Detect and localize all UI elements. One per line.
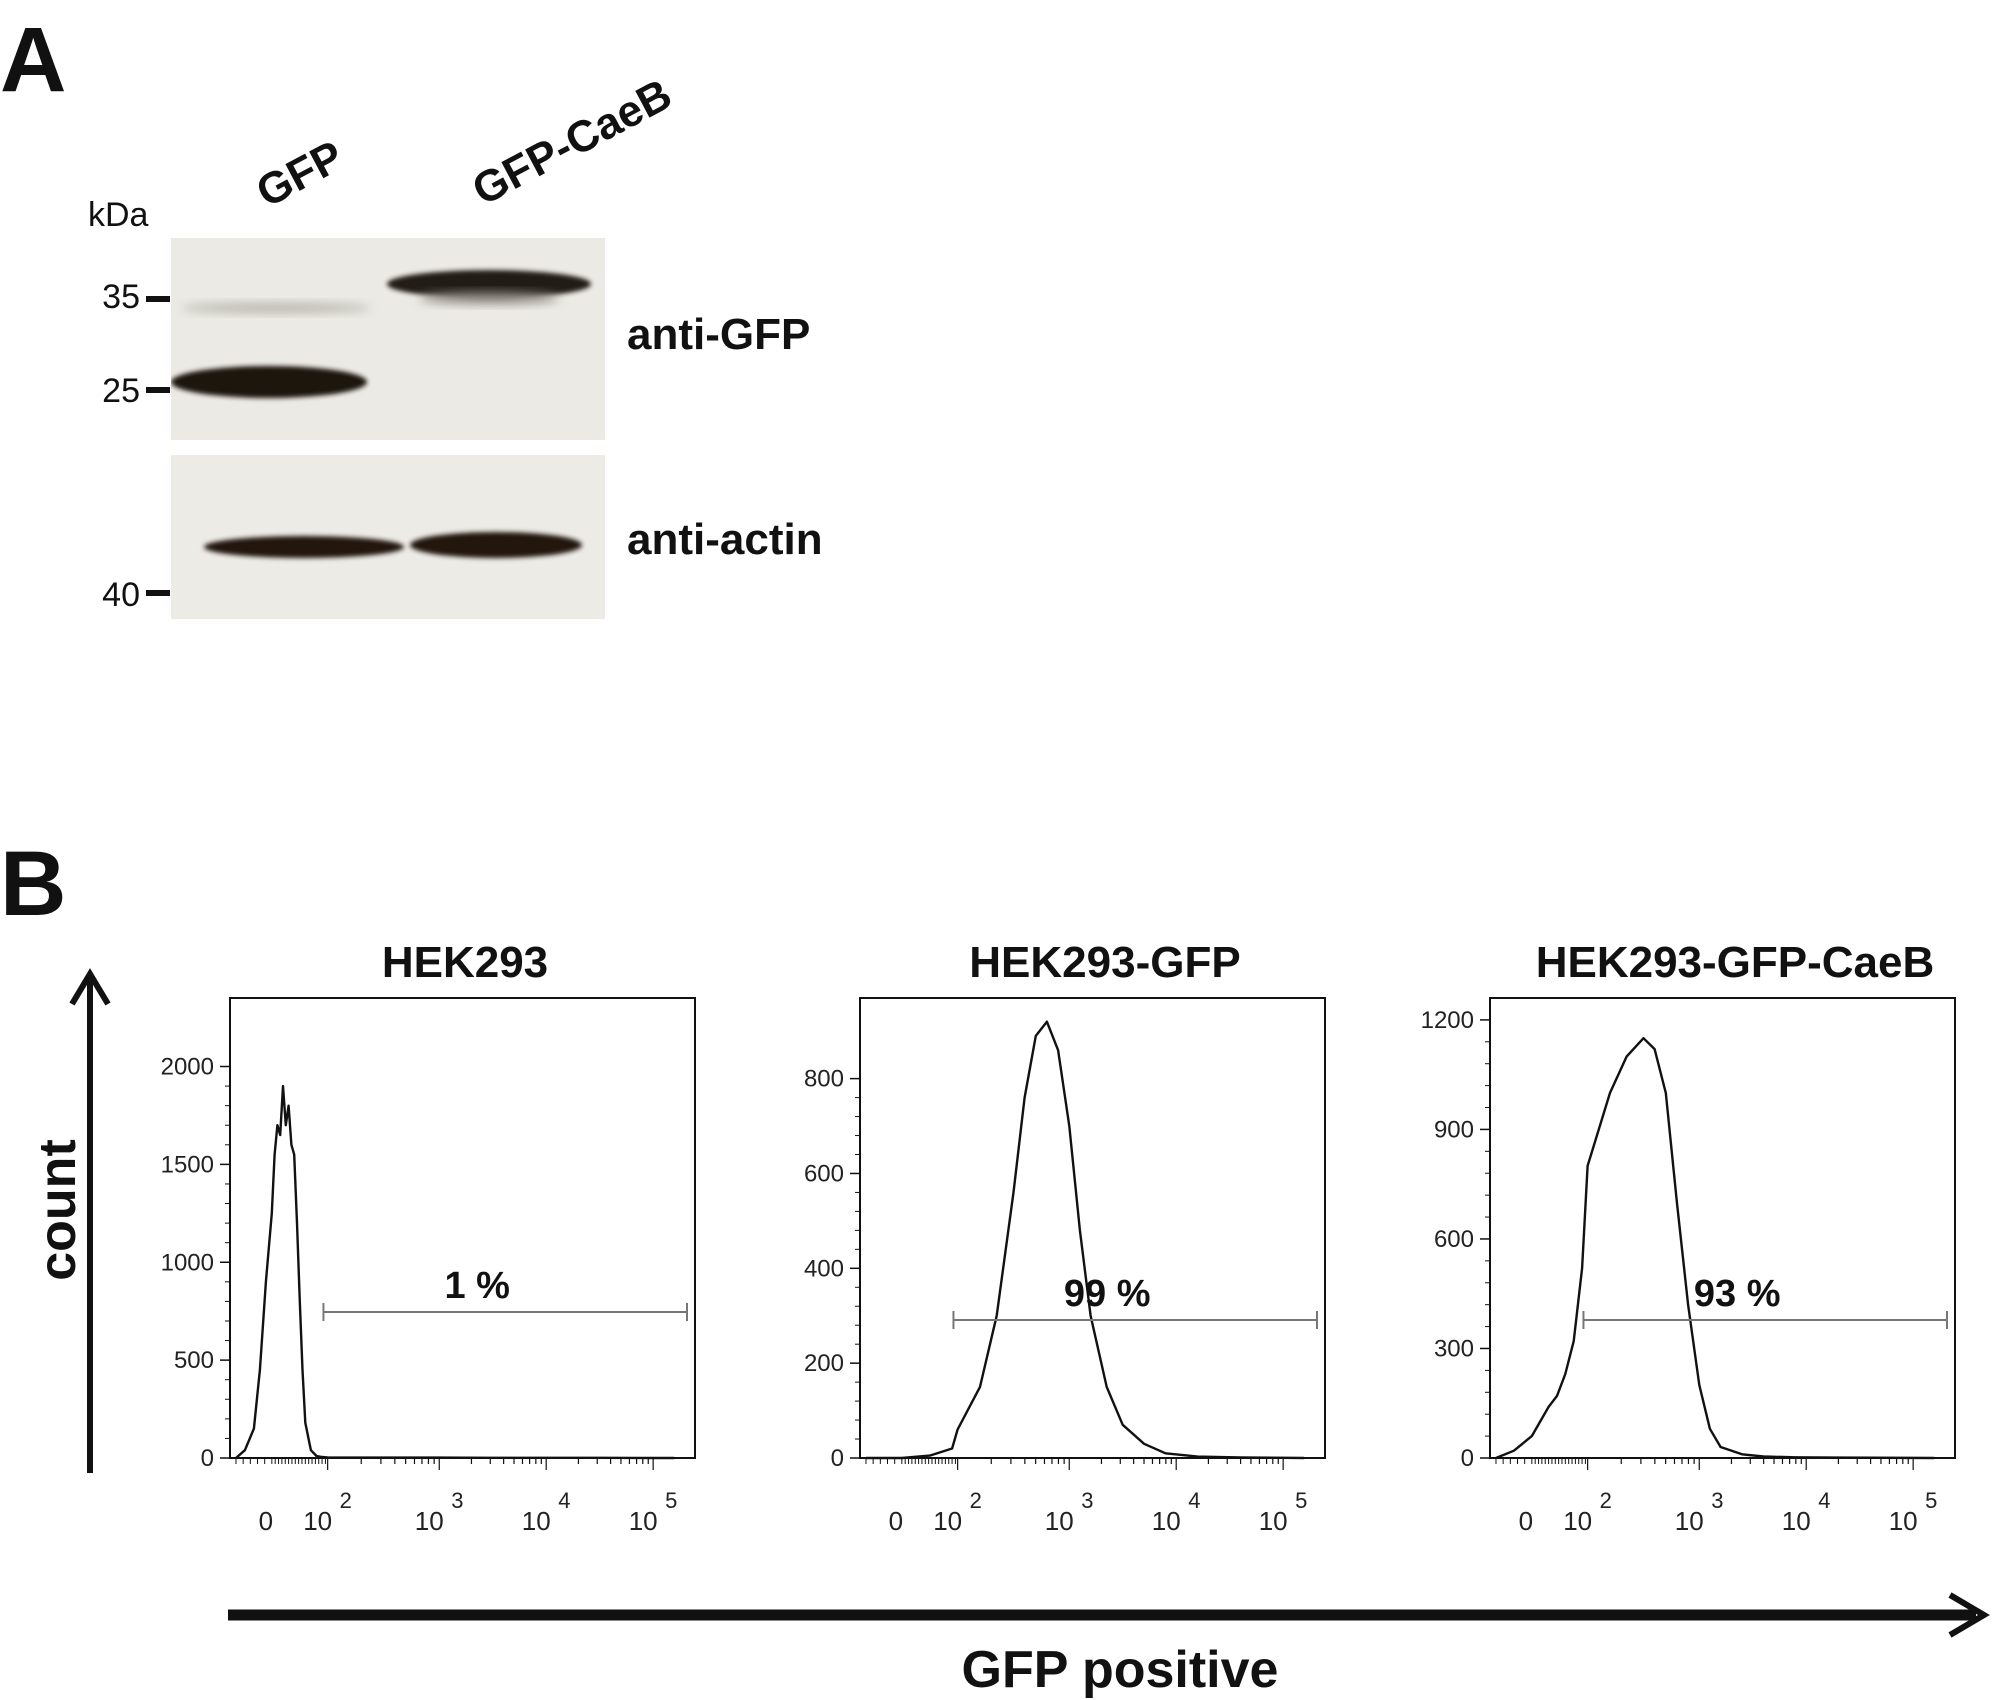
x-tick-label: 10: [1889, 1506, 1918, 1536]
y-tick-label: 1200: [1421, 1007, 1474, 1034]
x-tick-label: 10: [1045, 1506, 1074, 1536]
kda-unit-label: kDa: [88, 196, 149, 234]
x-tick-label: 10: [629, 1506, 658, 1536]
band-actin-lane2: [410, 532, 582, 558]
lane-label-gfp: GFP: [248, 131, 352, 218]
marker-35-tick: [146, 296, 170, 302]
y-tick-label: 1000: [161, 1249, 214, 1276]
count-axis-arrow: [69, 968, 111, 1473]
faint-band: [181, 303, 371, 313]
gate-percentage-label: 1 %: [444, 1265, 509, 1307]
x-tick-exponent: 2: [970, 1488, 982, 1513]
y-tick-label: 2000: [161, 1054, 214, 1081]
histogram-hek293-gfp-caeb: 0 300 600 900 1200 0 10 2 10 3 10 4 10 5 93 %: [1421, 997, 1956, 1536]
x-tick-label: 10: [415, 1506, 444, 1536]
x-tick-label: 10: [1675, 1506, 1704, 1536]
x-tick-label: 0: [1519, 1506, 1533, 1536]
blot-anti-gfp: [171, 238, 605, 440]
histogram-hek293: 0 500 1000 1500 2000 0 10 2 10 3 10 4 10 5 1 %: [161, 997, 696, 1536]
panel-b-letter: B: [0, 833, 67, 935]
band-gfp: [171, 366, 367, 398]
x-tick-label: 0: [259, 1506, 273, 1536]
gate-percentage-label: 99 %: [1064, 1273, 1151, 1315]
x-tick-exponent: 4: [1818, 1488, 1830, 1513]
x-tick-exponent: 5: [1925, 1488, 1937, 1513]
x-tick-label: 10: [1152, 1506, 1181, 1536]
marker-25-tick: [146, 387, 170, 393]
gate-percentage-label: 93 %: [1694, 1273, 1781, 1315]
gfp-positive-axis-label: GFP positive: [961, 1641, 1279, 1699]
y-tick-label: 600: [1434, 1226, 1474, 1253]
x-tick-exponent: 2: [1600, 1488, 1612, 1513]
x-tick-exponent: 5: [665, 1488, 677, 1513]
histogram-curve: [1495, 1037, 1935, 1460]
plot-area: 0 200 400 600 800 0 10 2 10 3 10 4 10 5 99 %: [804, 997, 1326, 1536]
band-gfp-caeb: [387, 270, 591, 298]
y-tick-label: 400: [804, 1255, 844, 1282]
y-tick-label: 0: [1461, 1445, 1474, 1472]
blot-anti-actin-bands: [171, 455, 605, 619]
x-tick-label: 10: [1782, 1506, 1811, 1536]
blot-anti-gfp-bands: [171, 238, 605, 440]
marker-40-label: 40: [102, 576, 140, 614]
histogram-title-hek293-gfp: HEK293-GFP: [969, 938, 1241, 987]
y-tick-label: 0: [201, 1445, 214, 1472]
plot-area: 0 500 1000 1500 2000 0 10 2 10 3 10 4 10 5 1 %: [161, 997, 696, 1536]
blot-anti-actin: [171, 455, 605, 619]
x-tick-exponent: 3: [1081, 1488, 1093, 1513]
marker-25-label: 25: [102, 372, 140, 410]
x-tick-label: 10: [933, 1506, 962, 1536]
y-tick-label: 800: [804, 1066, 844, 1093]
antibody-label-anti-gfp: anti-GFP: [627, 310, 811, 359]
count-axis-label: count: [29, 1139, 87, 1281]
histogram-hek293-gfp: 0 200 400 600 800 0 10 2 10 3 10 4 10 5 99 %: [804, 997, 1326, 1536]
y-tick-label: 300: [1434, 1335, 1474, 1362]
x-tick-label: 10: [303, 1506, 332, 1536]
antibody-label-anti-actin: anti-actin: [627, 515, 823, 564]
marker-35-label: 35: [102, 278, 140, 316]
lane-label-gfp-caeb: GFP-CaeB: [464, 69, 680, 216]
y-tick-label: 500: [174, 1347, 214, 1374]
x-tick-exponent: 4: [558, 1488, 570, 1513]
plot-frame: [1489, 997, 1956, 1459]
y-tick-label: 0: [831, 1445, 844, 1472]
x-tick-exponent: 3: [451, 1488, 463, 1513]
x-tick-exponent: 2: [340, 1488, 352, 1513]
x-tick-label: 10: [1563, 1506, 1592, 1536]
x-tick-exponent: 5: [1295, 1488, 1307, 1513]
x-tick-label: 10: [1259, 1506, 1288, 1536]
plot-area: 0 300 600 900 1200 0 10 2 10 3 10 4 10 5 93 %: [1421, 997, 1956, 1536]
y-tick-label: 600: [804, 1160, 844, 1187]
band-actin-lane1: [204, 536, 404, 558]
x-tick-label: 10: [522, 1506, 551, 1536]
x-tick-exponent: 4: [1188, 1488, 1200, 1513]
y-tick-label: 900: [1434, 1116, 1474, 1143]
x-tick-label: 0: [889, 1506, 903, 1536]
plot-frame: [859, 997, 1326, 1459]
y-tick-label: 1500: [161, 1151, 214, 1178]
histogram-title-hek293-gfp-caeb: HEK293-GFP-CaeB: [1535, 938, 1935, 987]
histogram-curve: [235, 1084, 675, 1460]
histogram-curve: [866, 1020, 1305, 1460]
gfp-positive-axis-arrow: [228, 1592, 1990, 1638]
histogram-title-hek293: HEK293: [381, 938, 549, 987]
marker-40-tick: [146, 590, 170, 596]
plot-frame: [229, 997, 696, 1459]
y-tick-label: 200: [804, 1350, 844, 1377]
x-tick-exponent: 3: [1711, 1488, 1723, 1513]
panel-a-letter: A: [0, 9, 67, 111]
